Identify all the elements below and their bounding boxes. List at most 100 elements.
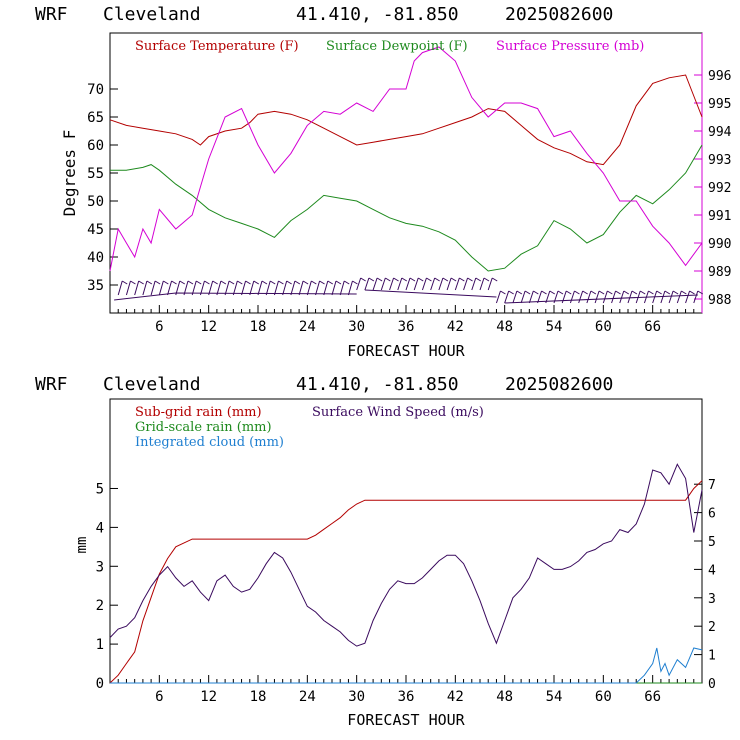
wind-barb-flag: [615, 290, 621, 295]
bottom-header-station: Cleveland: [103, 374, 201, 395]
y2-tick-label: 6: [708, 507, 716, 522]
wind-barb: [602, 290, 608, 304]
wind-barb-baseline-2: [364, 289, 497, 298]
wind-barb: [512, 290, 518, 304]
wind-barb: [167, 280, 173, 296]
series-line-temperature: [109, 74, 703, 166]
y2-tick-label: 990: [708, 237, 731, 252]
wind-barb: [504, 290, 510, 304]
wind-barb: [668, 290, 674, 304]
wind-barb-flag: [648, 290, 654, 295]
x-tick-label: 30: [348, 689, 365, 705]
top-panel: 6 12 18 24 30 36 42 48 54 60 66 35 40 45 50 55 60 65 70 9…: [60, 32, 732, 360]
bottom-header-coords: 41.410, -81.850: [296, 374, 459, 395]
wind-barb-flag: [508, 290, 514, 295]
legend-cloud: Integrated cloud (mm): [135, 435, 284, 450]
wind-barb-flag: [146, 280, 153, 285]
wind-barb-baseline-3: [504, 294, 698, 304]
wind-barb: [520, 290, 526, 304]
wind-barb-flag: [689, 290, 695, 295]
x-tick-label: 60: [595, 689, 612, 705]
wind-barb: [339, 280, 345, 296]
wind-barb-flag: [253, 280, 260, 285]
wind-barb-flag: [286, 280, 292, 285]
y-tick-label: 50: [87, 194, 104, 210]
y2-tick-label: 7: [708, 478, 716, 493]
y2-tick-label: 2: [708, 620, 716, 635]
wind-barbs: [114, 277, 704, 304]
series-line-subgrid-rain: [109, 480, 703, 684]
wind-barb-flag: [656, 290, 662, 295]
x-tick-label: 54: [546, 319, 563, 335]
wind-barb: [487, 277, 493, 291]
wind-barb: [471, 277, 477, 291]
top-series: [109, 46, 703, 272]
y2-tick-label: 996: [708, 69, 731, 84]
top-x-ticks: 6 12 18 24 30 36 42 48 54 60 66: [117, 305, 695, 335]
wind-barb-flag: [401, 277, 408, 282]
wind-barb: [561, 290, 567, 304]
y2-tick-label: 0: [708, 677, 716, 692]
wind-barb-flag: [352, 280, 358, 285]
wind-barb: [578, 290, 584, 304]
legend-wind-speed: Surface Wind Speed (m/s): [312, 405, 484, 420]
wind-barb: [389, 277, 395, 291]
y-tick-label: 0: [96, 676, 104, 692]
top-y-ticks: 35 40 45 50 55 60 65 70: [87, 82, 118, 294]
x-tick-label: 66: [644, 689, 661, 705]
top-y2-ticks: 988 989 990 991 992 993 994 995 996: [694, 69, 732, 308]
wind-barb: [627, 290, 633, 304]
wind-barb-flag: [541, 290, 547, 295]
wind-barb: [290, 280, 296, 296]
wind-barb: [150, 280, 156, 296]
x-tick-label: 30: [348, 319, 365, 335]
wind-barb-flag: [491, 277, 498, 282]
legend-temperature: Surface Temperature (F): [135, 39, 299, 54]
wind-barb-flag: [607, 290, 613, 295]
wind-barb-flag: [360, 277, 366, 282]
wind-barb-flag: [368, 277, 375, 282]
wind-barb-flag: [516, 290, 523, 295]
x-tick-label: 66: [644, 319, 661, 335]
y2-tick-label: 5: [708, 535, 716, 550]
x-tick-label: 6: [155, 319, 163, 335]
y-tick-label: 4: [96, 520, 104, 536]
wind-barb: [528, 290, 534, 304]
wind-barb-flag: [697, 290, 704, 295]
bottom-panel-header: WRF Cleveland 41.410, -81.850 2025082600: [35, 374, 613, 395]
wind-barb-flag: [409, 277, 416, 282]
y2-tick-label: 995: [708, 97, 731, 112]
y2-tick-label: 991: [708, 209, 731, 224]
wind-barb: [241, 280, 247, 296]
wind-barb-flag: [278, 280, 284, 285]
wind-barb-flag: [204, 280, 210, 285]
x-tick-label: 60: [595, 319, 612, 335]
top-plot-frame: [109, 32, 703, 314]
wind-barb-flag: [121, 280, 128, 285]
wind-barb-flag: [417, 277, 424, 282]
wind-barb-flag: [475, 277, 482, 282]
top-header-model: WRF: [35, 4, 68, 25]
x-tick-label: 24: [299, 319, 316, 335]
bottom-series: [109, 463, 703, 684]
y-tick-label: 70: [87, 82, 104, 98]
y-tick-label: 40: [87, 250, 104, 266]
y2-tick-label: 993: [708, 153, 731, 168]
wind-barb: [142, 280, 148, 296]
y-tick-label: 35: [87, 278, 104, 294]
bottom-x-ticks: 6 12 18 24 30 36 42 48 54 60 66: [117, 675, 695, 705]
wind-barb-flag: [245, 280, 251, 285]
legend-gridscale-rain: Grid-scale rain (mm): [135, 420, 272, 435]
series-line-cloud: [110, 647, 703, 684]
wind-barb: [569, 290, 575, 304]
legend-dewpoint: Surface Dewpoint (F): [326, 39, 468, 54]
wind-barb-flag: [639, 290, 646, 295]
wind-barb-flag: [393, 277, 399, 282]
top-panel-header: WRF Cleveland 41.410, -81.850 2025082600: [35, 4, 613, 25]
wind-barb: [347, 280, 353, 296]
wind-barb: [257, 280, 263, 296]
wind-barb-flag: [294, 280, 301, 285]
wind-barb-flag: [343, 280, 350, 285]
y2-tick-label: 988: [708, 293, 731, 308]
bottom-y2-ticks: 0 1 2 3 4 5 6 7: [694, 478, 716, 692]
